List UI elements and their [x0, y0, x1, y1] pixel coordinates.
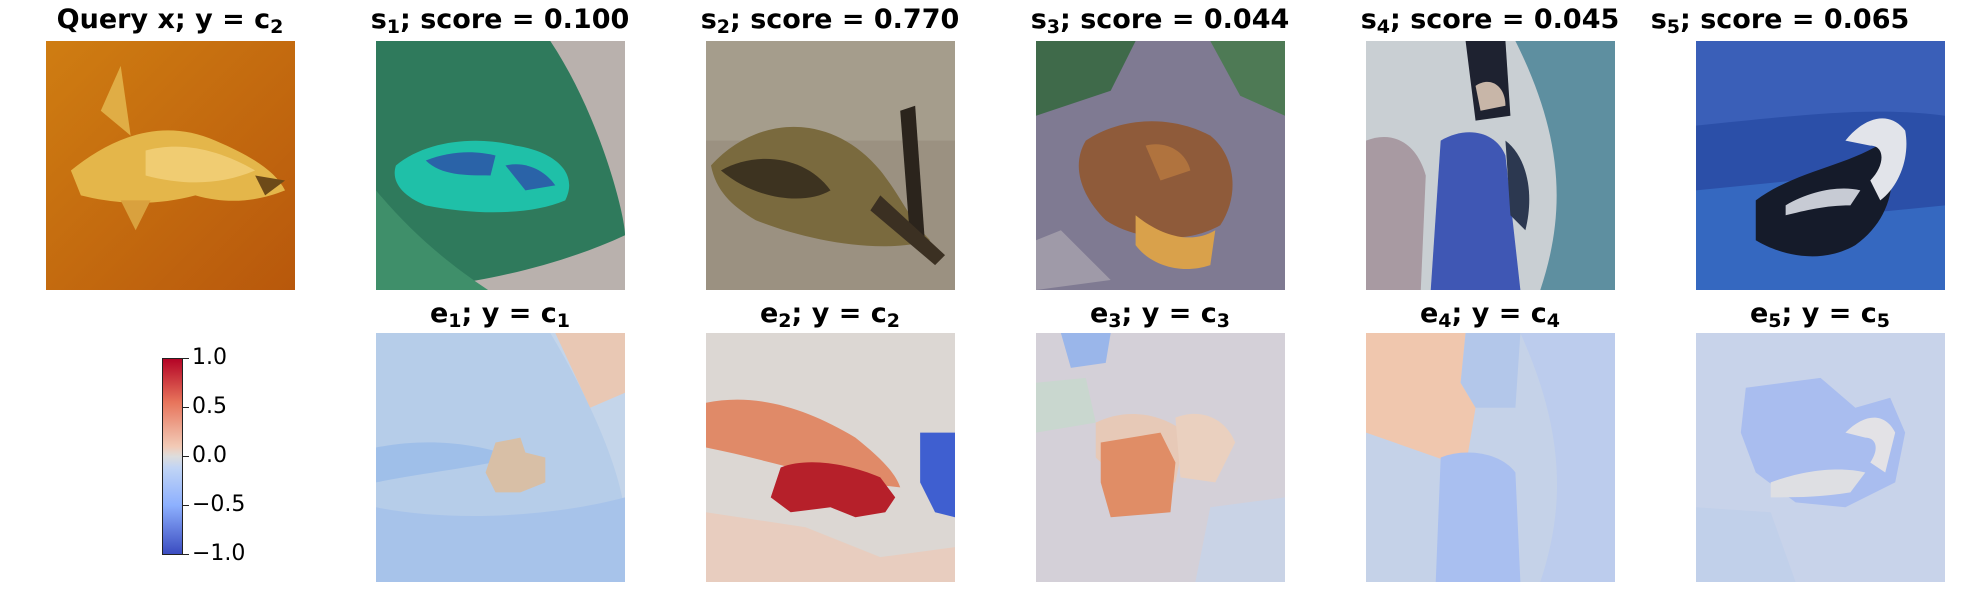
- colorbar-tick-label: 1.0: [192, 345, 227, 370]
- similar-title-4: s4; score = 0.045: [1360, 4, 1620, 38]
- colorbar: [162, 358, 183, 555]
- explanation-heatmap-3: [1036, 333, 1285, 582]
- similar-image-4: [1366, 41, 1615, 290]
- colorbar-tick: [183, 554, 189, 555]
- explanation-heatmap-4: [1366, 333, 1615, 582]
- colorbar-tick: [183, 505, 189, 506]
- colorbar-tick: [183, 358, 189, 359]
- similar-title-1: s1; score = 0.100: [370, 4, 630, 38]
- colorbar-tick-label: −1.0: [192, 541, 246, 566]
- similar-image-5: [1696, 41, 1945, 290]
- colorbar-tick-label: −0.5: [192, 492, 246, 517]
- explanation-heatmap-5: [1696, 333, 1945, 582]
- colorbar-tick: [183, 456, 189, 457]
- explanation-title-3: e3; y = c3: [1089, 298, 1230, 332]
- explanation-title-5: e5; y = c5: [1749, 298, 1890, 332]
- explanation-title-2: e2; y = c2: [759, 298, 900, 332]
- explanation-title-1: e1; y = c1: [429, 298, 570, 332]
- explanation-heatmap-2: [706, 333, 955, 582]
- similar-image-2: [706, 41, 955, 290]
- explanation-heatmap-1: [376, 333, 625, 582]
- colorbar-tick-label: 0.0: [192, 443, 227, 468]
- similar-image-3: [1036, 41, 1285, 290]
- colorbar-tick-label: 0.5: [192, 394, 227, 419]
- similar-title-2: s2; score = 0.770: [700, 4, 960, 38]
- colorbar-tick: [183, 407, 189, 408]
- query-title: Query x; y = c2: [56, 4, 284, 38]
- similar-title-5: s5; score = 0.065: [1650, 4, 1910, 38]
- explanation-title-4: e4; y = c4: [1419, 298, 1560, 332]
- similar-image-1: [376, 41, 625, 290]
- similar-title-3: s3; score = 0.044: [1030, 4, 1290, 38]
- query-image: [46, 41, 295, 290]
